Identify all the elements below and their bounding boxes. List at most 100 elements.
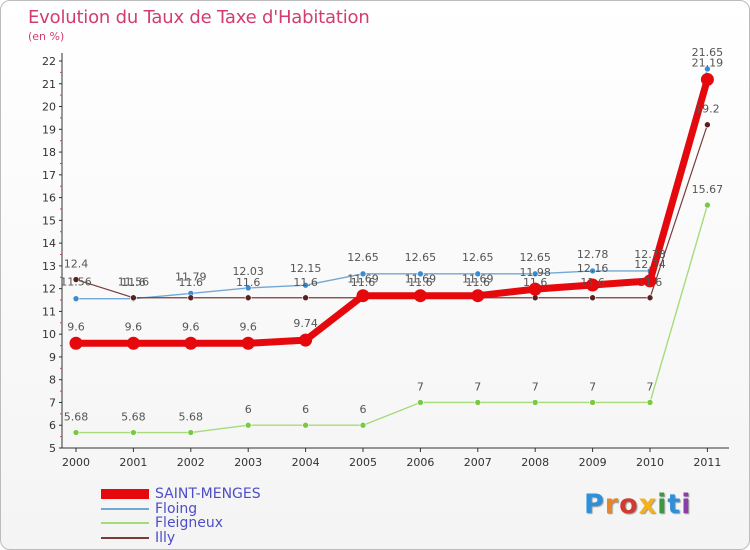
legend-label: Illy [155, 529, 176, 546]
legend-item-floing[interactable]: Floing [101, 502, 261, 517]
legend-label: Fleigneux [155, 515, 223, 532]
logo-letter: i [657, 489, 668, 520]
data-label: 6 [302, 403, 309, 416]
logo-letter: P [584, 489, 605, 520]
data-point [474, 270, 482, 278]
data-point [244, 284, 252, 292]
legend-swatch [101, 522, 149, 525]
y-tick-label: 18 [42, 146, 56, 159]
data-point [704, 65, 711, 73]
chart-title: Evolution du Taux de Taxe d'Habitation [28, 7, 370, 28]
data-point [589, 267, 596, 275]
data-label: 12.65 [519, 251, 551, 264]
data-label: 11.6 [121, 276, 146, 289]
data-label: 9.6 [182, 320, 200, 333]
data-label: 9.6 [239, 320, 257, 333]
y-tick-label: 11 [42, 305, 56, 318]
x-tick-label: 2003 [234, 456, 262, 469]
data-point [184, 336, 198, 350]
data-label: 5.68 [121, 411, 146, 424]
data-point [413, 289, 427, 303]
legend-item-fleigneux[interactable]: Fleigneux [101, 516, 261, 531]
logo-letter: x [638, 489, 658, 520]
data-label: 7 [589, 380, 596, 393]
data-label: 5.68 [179, 411, 204, 424]
logo-letter: r [604, 489, 620, 520]
data-point [244, 421, 252, 429]
data-point [302, 281, 309, 289]
data-point [187, 429, 195, 436]
data-label: 21.19 [692, 56, 724, 69]
y-tick-label: 15 [42, 214, 56, 227]
data-point [589, 294, 596, 302]
data-label: 12.16 [577, 262, 609, 275]
x-tick-label: 2001 [119, 456, 147, 469]
legend-label: SAINT-MENGES [155, 486, 261, 503]
data-label: 7 [474, 380, 481, 393]
data-point [704, 121, 711, 129]
data-point [72, 429, 80, 436]
data-label: 7 [647, 380, 654, 393]
x-tick-label: 2007 [464, 456, 492, 469]
y-tick-label: 13 [42, 260, 56, 273]
data-label: 11.98 [519, 266, 551, 279]
data-label: 19.2 [695, 103, 720, 116]
data-point [244, 294, 252, 302]
x-tick-label: 2002 [177, 456, 205, 469]
x-tick-label: 2005 [349, 456, 377, 469]
data-label: 11.56 [60, 276, 92, 289]
data-point [356, 289, 370, 303]
data-label: 12.65 [462, 251, 494, 264]
data-label: 7 [532, 380, 539, 393]
data-label: 11.6 [179, 276, 204, 289]
data-point [474, 399, 482, 406]
data-label: 12.15 [290, 262, 322, 275]
legend-item-illy[interactable]: Illy [101, 531, 261, 546]
data-label: 11.69 [347, 273, 379, 286]
data-point [302, 294, 309, 302]
data-point [643, 274, 657, 288]
data-point [646, 294, 654, 302]
y-tick-label: 19 [42, 123, 56, 136]
data-label: 11.6 [408, 276, 433, 289]
legend-swatch [101, 507, 149, 510]
data-label: 11.6 [638, 276, 663, 289]
y-tick-label: 12 [42, 283, 56, 296]
x-tick-label: 2004 [292, 456, 320, 469]
data-label: 11.6 [293, 276, 318, 289]
y-tick-label: 22 [42, 55, 56, 68]
series-line-2 [75, 204, 709, 434]
data-point [531, 270, 539, 278]
series-line-0 [72, 75, 711, 347]
logo-letter: i [681, 489, 692, 520]
data-label: 6 [360, 403, 367, 416]
y-tick-label: 8 [49, 374, 56, 387]
y-tick-label: 21 [42, 78, 56, 91]
series-line-1 [75, 68, 709, 300]
y-tick-label: 5 [49, 442, 56, 455]
data-label: 11.69 [462, 273, 494, 286]
legend-swatch [101, 489, 149, 500]
legend-item-saint-menges[interactable]: SAINT-MENGES [101, 487, 261, 502]
data-label: 11.56 [118, 276, 150, 289]
data-label: 15.67 [692, 183, 724, 196]
data-point [700, 72, 714, 86]
data-point [528, 282, 542, 296]
proxiti-logo: Proxiti [584, 489, 692, 520]
data-label: 6 [245, 403, 252, 416]
logo-letter: t [667, 489, 682, 520]
data-label: 11.6 [466, 276, 491, 289]
data-point [187, 294, 195, 302]
x-tick-label: 2009 [579, 456, 607, 469]
data-label: 11.6 [236, 276, 261, 289]
x-tick-label: 2011 [693, 456, 721, 469]
data-point [130, 429, 137, 436]
data-label: 9.74 [293, 317, 318, 330]
data-point [704, 201, 711, 209]
data-label: 11.6 [351, 276, 376, 289]
y-tick-label: 10 [42, 328, 56, 341]
data-label: 21.65 [692, 46, 724, 59]
series-line-3 [75, 124, 709, 299]
data-label: 12.65 [347, 251, 379, 264]
